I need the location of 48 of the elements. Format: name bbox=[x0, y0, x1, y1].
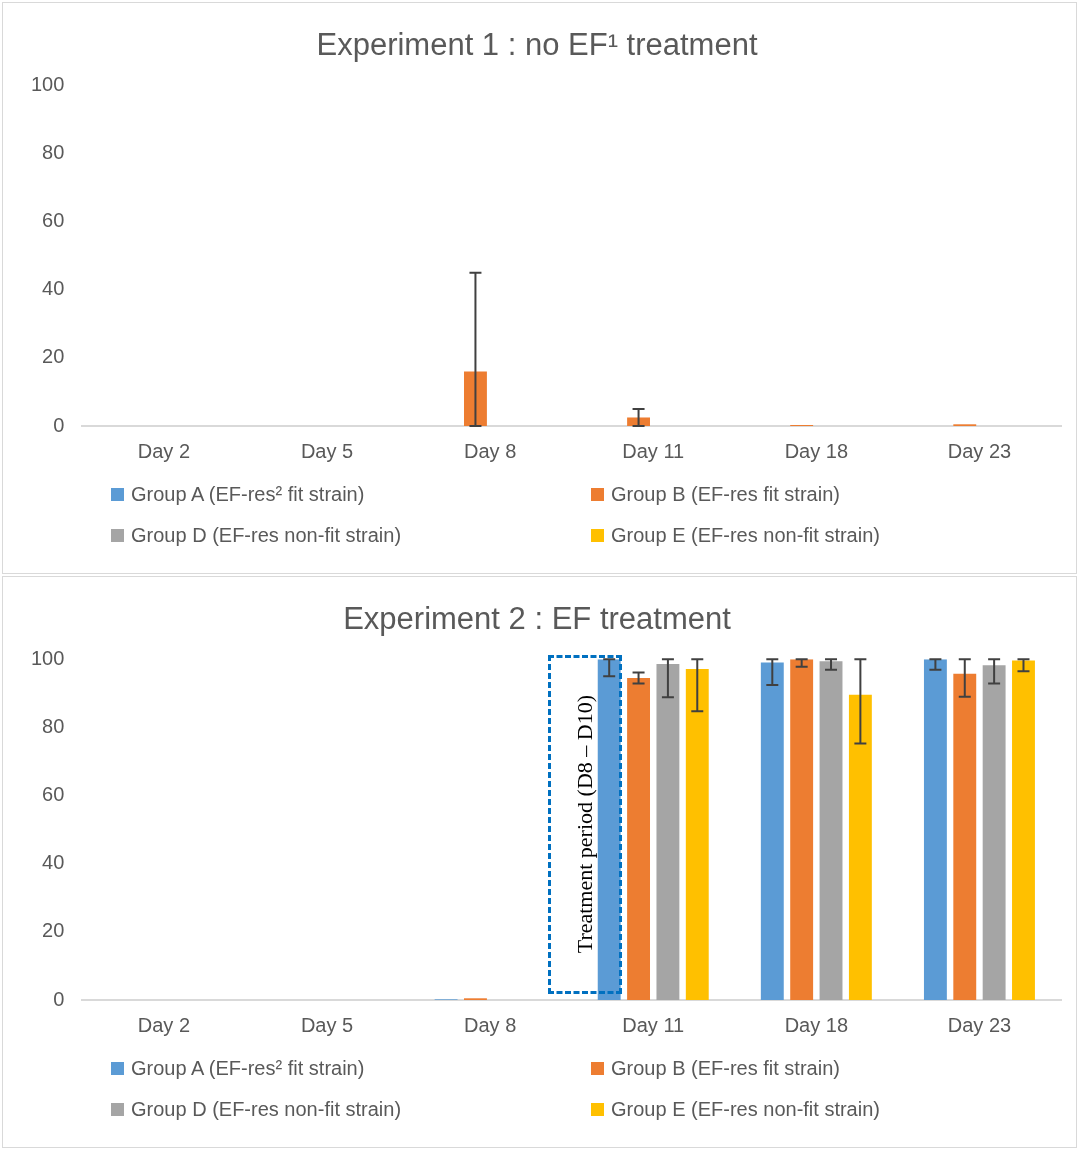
bar bbox=[982, 665, 1006, 1000]
bar bbox=[790, 659, 814, 1000]
legend-label: Group A (EF-res² fit strain) bbox=[131, 1057, 365, 1080]
bar bbox=[1012, 660, 1035, 1000]
x-tick-label: Day 11 bbox=[622, 439, 685, 462]
x-tick-label: Day 23 bbox=[947, 1013, 1012, 1036]
x-tick-label: Day 23 bbox=[947, 439, 1012, 462]
bar bbox=[656, 663, 680, 1000]
y-tick-label: 100 bbox=[30, 646, 65, 669]
x-tick-label: Day 11 bbox=[622, 1013, 685, 1036]
bar bbox=[923, 659, 947, 1000]
x-tick-label: Day 2 bbox=[137, 1013, 191, 1036]
y-tick-label: 80 bbox=[42, 140, 65, 163]
bar bbox=[597, 659, 621, 1000]
y-tick-label: 80 bbox=[42, 714, 65, 737]
annotation: Treatment period (D8 – D10) bbox=[571, 695, 598, 954]
x-tick-label: Day 8 bbox=[464, 1013, 517, 1036]
legend-label: Group D (EF-res non-fit strain) bbox=[131, 1098, 402, 1121]
legend-label: Group B (EF-res fit strain) bbox=[611, 1057, 840, 1080]
legend-label: Group B (EF-res fit strain) bbox=[611, 483, 840, 506]
y-tick-label: 0 bbox=[53, 987, 65, 1010]
x-tick-label: Day 5 bbox=[300, 439, 354, 462]
y-tick-label: 60 bbox=[42, 209, 65, 232]
bar bbox=[627, 677, 651, 1000]
y-tick-label: 20 bbox=[42, 345, 65, 368]
y-tick-label: 40 bbox=[42, 277, 65, 300]
bar bbox=[760, 662, 784, 1000]
x-tick-label: Day 2 bbox=[137, 439, 191, 462]
bar bbox=[685, 669, 709, 1000]
legend-label: Group A (EF-res² fit strain) bbox=[131, 483, 365, 506]
bar bbox=[819, 661, 843, 1000]
legend-label: Group E (EF-res non-fit strain) bbox=[611, 524, 880, 547]
legend-label: Group D (EF-res non-fit strain) bbox=[131, 524, 402, 547]
bar bbox=[848, 694, 872, 1000]
y-tick-label: 0 bbox=[53, 413, 65, 436]
bar bbox=[953, 673, 977, 1000]
bar bbox=[464, 371, 487, 426]
y-tick-label: 60 bbox=[42, 783, 65, 806]
x-tick-label: Day 18 bbox=[784, 1013, 849, 1036]
x-tick-label: Day 8 bbox=[464, 439, 517, 462]
y-tick-label: 100 bbox=[30, 72, 65, 95]
x-tick-label: Day 5 bbox=[300, 1013, 354, 1036]
chart-title: Experiment 1 : no EF¹ treatment bbox=[316, 27, 758, 63]
y-tick-label: 40 bbox=[42, 851, 65, 874]
legend-label: Group E (EF-res non-fit strain) bbox=[611, 1098, 880, 1121]
y-tick-label: 20 bbox=[42, 919, 65, 942]
x-tick-label: Day 18 bbox=[784, 439, 849, 462]
chart-title: Experiment 2 : EF treatment bbox=[343, 601, 732, 637]
